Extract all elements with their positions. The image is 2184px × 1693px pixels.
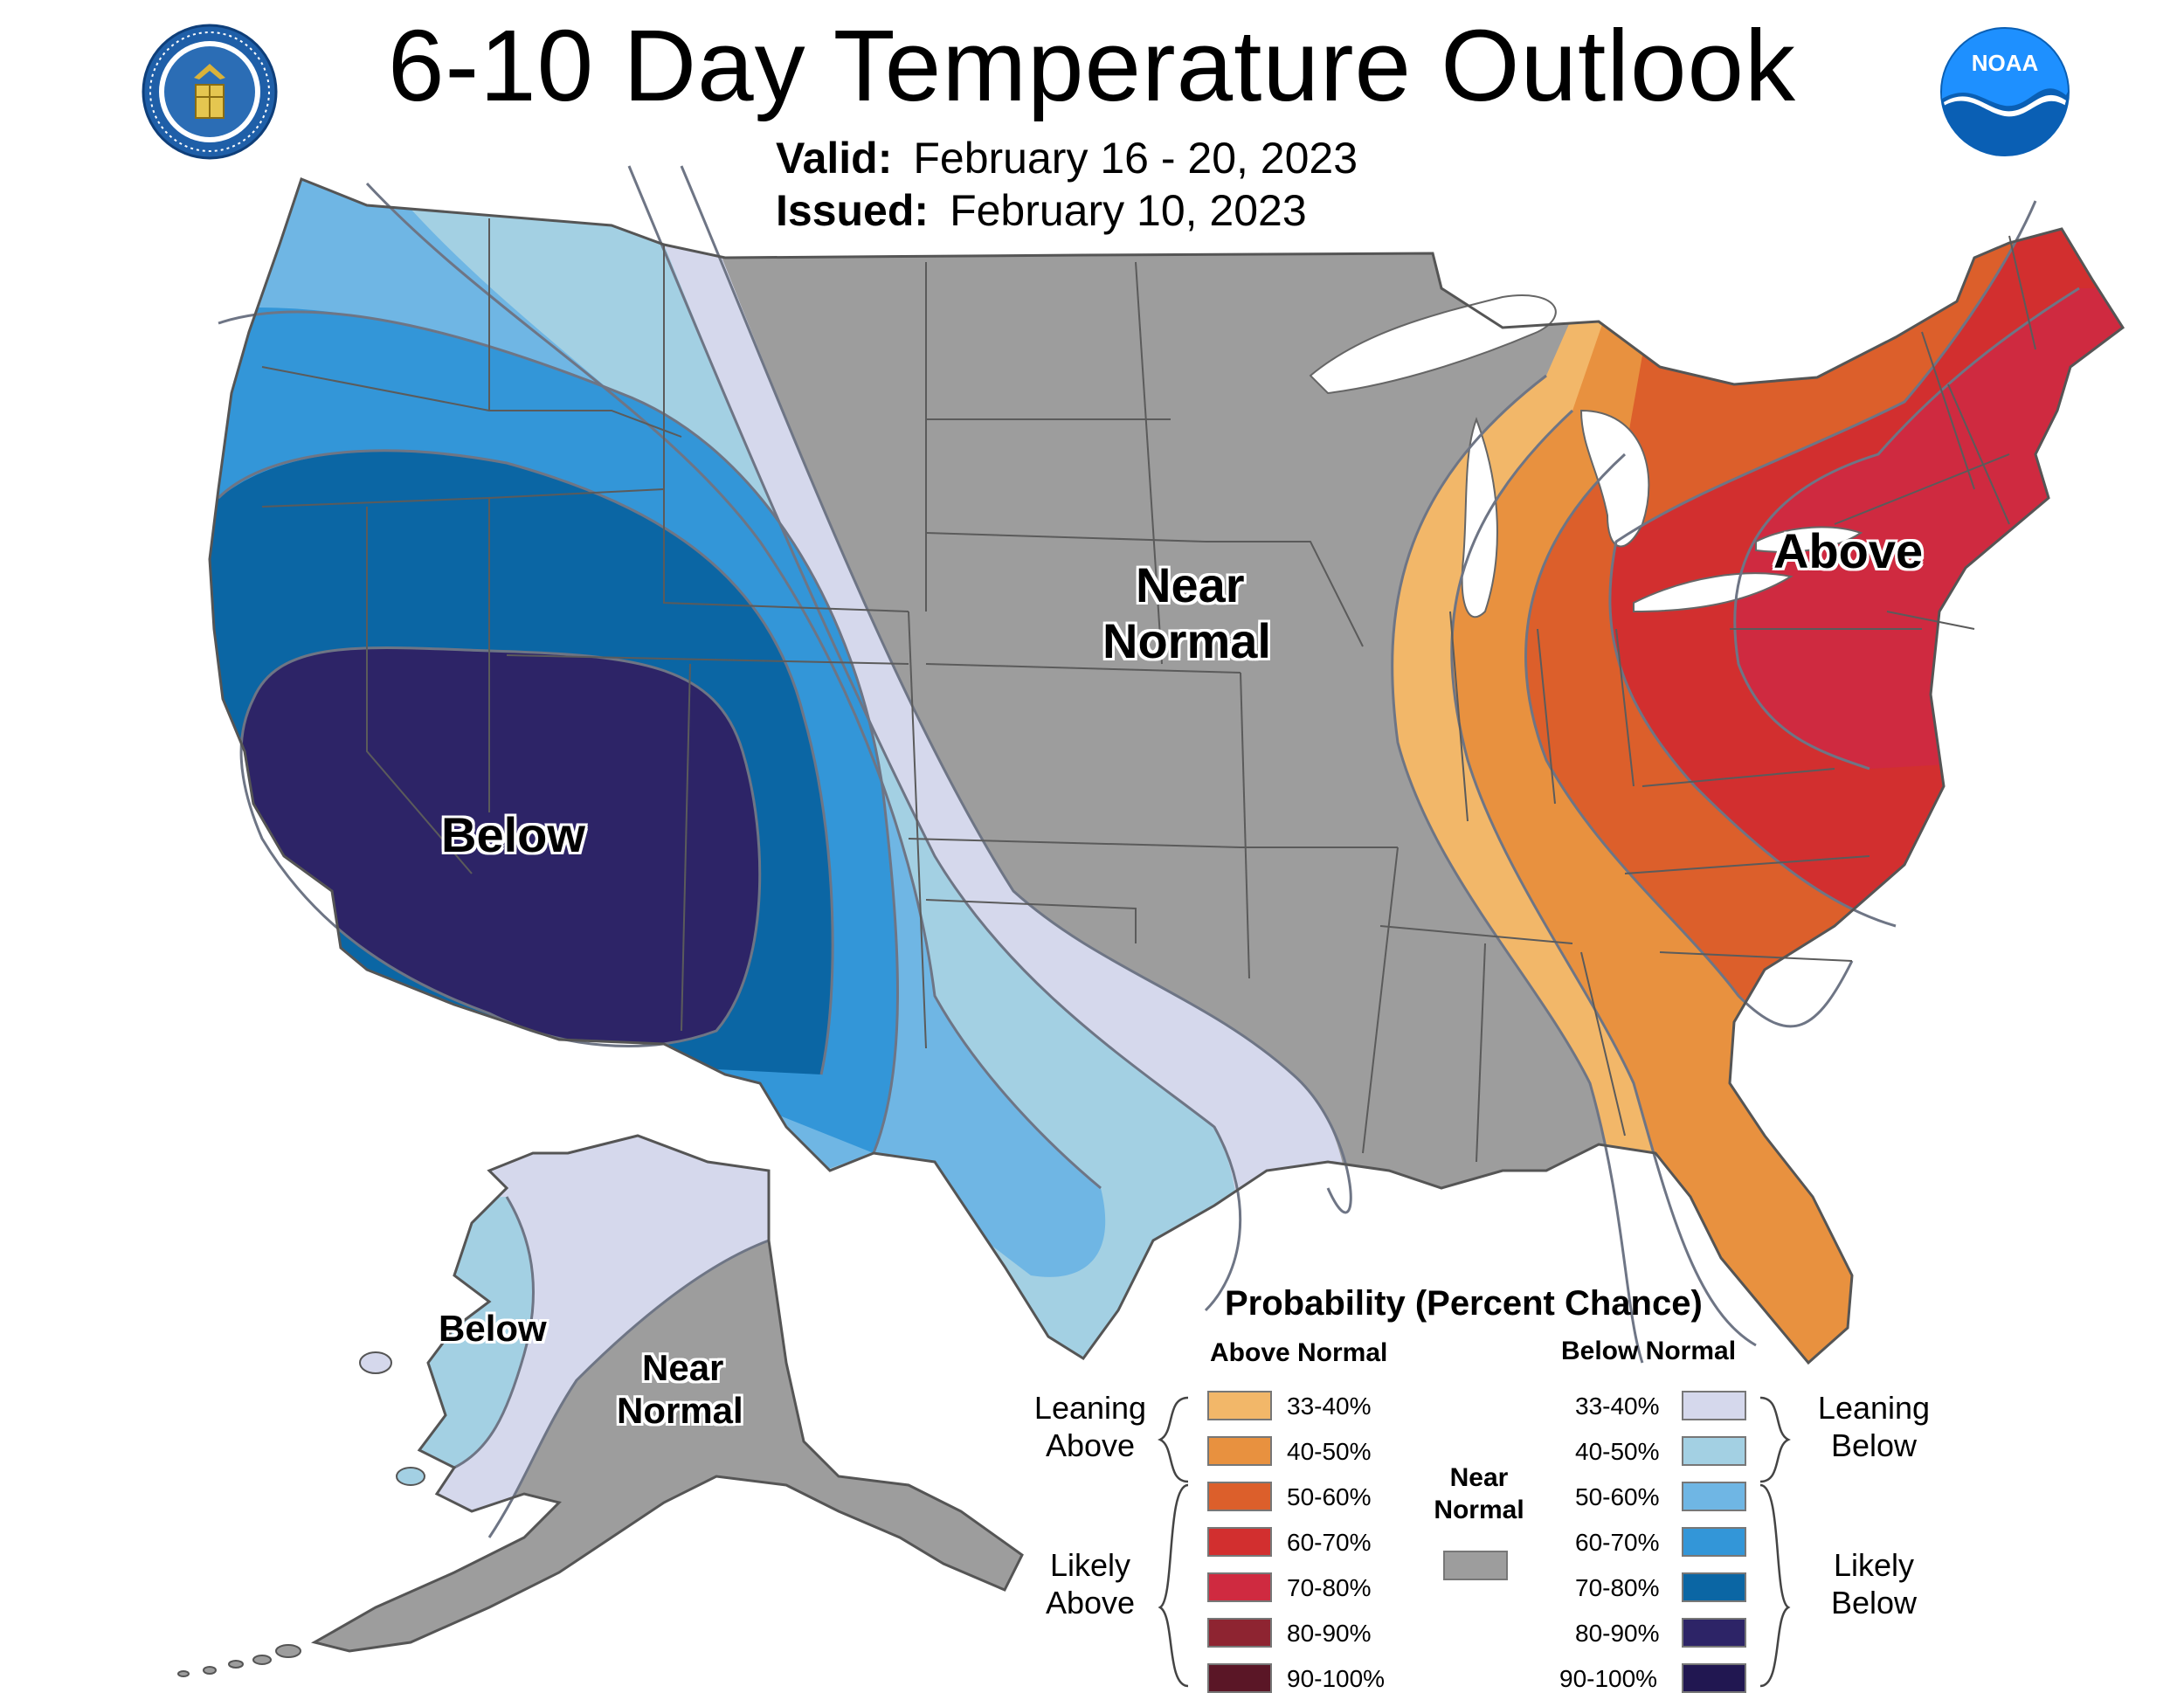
legend-above-pct: 40-50% [1287,1438,1372,1465]
legend-below-swatch [1682,1663,1746,1693]
legend-above-swatch [1207,1527,1272,1557]
legend-likely-below-line2: Below [1830,1585,1918,1621]
noaa-logo-icon: NOAA [1940,27,2070,156]
alaska-outline [311,1134,1024,1653]
legend-below-pct: 40-50% [1575,1438,1660,1465]
legend-likely-below-line1: Likely [1833,1547,1915,1583]
legend-above-pct: 33-40% [1287,1392,1372,1420]
legend-near-heading-1: Near [1449,1463,1509,1492]
issued-label: Issued: [776,186,930,235]
legend-likely-above: Likely Above [1020,1546,1160,1621]
legend-below-pct: 80-90% [1575,1620,1660,1647]
state-borders [261,218,2036,1163]
lake-superior [1309,294,1557,395]
legend-leaning-above: Leaning Above [1020,1389,1160,1464]
contour-lines [217,165,2080,1364]
alaska-near-label: Near [642,1347,724,1388]
legend-leaning-below-line1: Leaning [1817,1390,1931,1426]
department-of-commerce-seal-icon [142,24,278,160]
lake-huron [1579,409,1650,548]
legend-above-pct: 80-90% [1287,1620,1372,1647]
svg-text:NOAA: NOAA [1972,50,2039,76]
lake-ontario [1755,526,1863,553]
legend-likely-above-line1: Likely [1049,1547,1131,1583]
legend-below-swatch [1682,1436,1746,1466]
legend-leaning-above-line1: Leaning [1033,1390,1147,1426]
page-title: 6-10 Day Temperature Outlook [387,9,1796,122]
issued-date: February 10, 2023 [950,186,1307,235]
issued-line: Issued: February 10, 2023 [776,185,1307,236]
legend-below-heading: Below Normal [1561,1337,1737,1365]
alaska-normal-label: Normal [617,1390,743,1431]
legend-above-swatch [1207,1618,1272,1648]
legend-below-swatch [1682,1482,1746,1511]
legend-below-pct: 70-80% [1575,1574,1660,1601]
legend-below-pct: 90-100% [1559,1665,1658,1692]
legend-below-swatch [1682,1618,1746,1648]
conus-above-label: Above [1773,523,1924,578]
great-lakes [1309,294,1863,618]
legend-below-swatch [1682,1572,1746,1602]
lake-erie [1633,572,1794,613]
aleutian-islands [177,1351,425,1677]
valid-dates: February 16 - 20, 2023 [913,134,1358,183]
legend-below-swatch [1682,1391,1746,1420]
lake-michigan [1461,417,1498,618]
legend-leaning-below-line2: Below [1830,1427,1918,1464]
legend-near-heading-2: Normal [1434,1496,1524,1524]
legend-above-pct: 50-60% [1287,1483,1372,1510]
legend-below-swatch [1682,1527,1746,1557]
ak-contour-lines [453,1196,770,1538]
legend-above-swatch [1207,1482,1272,1511]
conus-outline [208,177,2125,1365]
legend-likely-above-line2: Above [1045,1585,1136,1621]
legend-below-pct: 60-70% [1575,1529,1660,1556]
legend-above-swatch [1207,1436,1272,1466]
alaska-below-label: Below [439,1308,547,1349]
legend-above-pct: 60-70% [1287,1529,1372,1556]
legend-above-swatch [1207,1663,1272,1693]
legend-below-pct: 50-60% [1575,1483,1660,1510]
legend-above-heading: Above Normal [1210,1338,1388,1367]
legend-above-pct: 90-100% [1287,1665,1386,1692]
conus-below-label: Below [441,807,585,862]
legend-below-pct: 33-40% [1575,1392,1660,1420]
conus-near-label: Near [1136,557,1245,612]
legend-likely-below: Likely Below [1804,1546,1944,1621]
valid-line: Valid: February 16 - 20, 2023 [776,133,1358,183]
valid-label: Valid: [776,134,893,183]
legend-near-swatch [1443,1551,1508,1580]
legend-above-swatch [1207,1391,1272,1420]
legend-leaning-below: Leaning Below [1804,1389,1944,1464]
legend-above-swatch [1207,1572,1272,1602]
conus-normal-label: Normal [1102,613,1271,668]
legend-title: Probability (Percent Chance) [1225,1284,1703,1323]
legend-leaning-above-line2: Above [1045,1427,1136,1464]
likely-below-80-90-region [241,647,760,1047]
legend-above-pct: 70-80% [1287,1574,1372,1601]
